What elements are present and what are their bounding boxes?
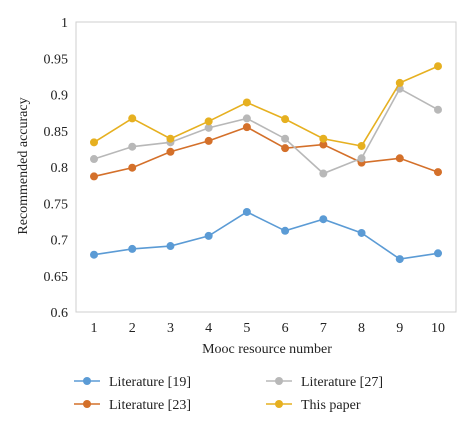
y-tick-label: 0.95 (44, 52, 69, 67)
data-point (281, 226, 290, 235)
y-tick-label: 0.7 (51, 234, 69, 249)
plot-frame (75, 21, 457, 313)
legend-item: Literature [27] (266, 375, 383, 390)
x-tick-label: 3 (167, 321, 174, 336)
data-point (357, 141, 366, 150)
series-lines (90, 62, 442, 264)
data-point (242, 114, 251, 123)
y-tick-label: 0.9 (51, 89, 69, 104)
data-point (395, 154, 404, 163)
legend-swatch-marker (83, 377, 91, 385)
legend-swatch-marker (83, 400, 91, 408)
data-point (357, 154, 366, 163)
x-tick-label: 6 (282, 321, 289, 336)
data-point (434, 105, 442, 114)
y-tick-label: 0.8 (51, 161, 69, 176)
legend-label: Literature [27] (301, 375, 383, 390)
data-point (204, 136, 213, 145)
data-point (319, 215, 328, 224)
data-point (434, 249, 442, 258)
x-tick-label: 10 (431, 321, 445, 336)
data-point (319, 140, 328, 149)
y-tick-label: 1 (61, 16, 68, 31)
y-tick-label: 0.65 (44, 270, 69, 285)
series-line (93, 87, 439, 175)
y-tick-label: 0.75 (44, 197, 69, 212)
x-tick-label: 1 (91, 321, 98, 336)
series-line (93, 65, 439, 147)
legend-label: This paper (301, 398, 361, 413)
y-axis-label: Recommended accuracy (16, 97, 31, 234)
series-group (90, 207, 442, 264)
data-point (90, 155, 98, 164)
x-tick-label: 5 (243, 321, 250, 336)
series-line (93, 126, 439, 178)
series-group (90, 62, 442, 150)
data-point (166, 147, 175, 156)
legend: Literature [19] Literature [23] Literature… (74, 375, 383, 413)
series-group (90, 123, 442, 181)
data-point (319, 134, 328, 143)
data-point (434, 62, 442, 71)
data-point (128, 114, 137, 123)
x-tick-label: 8 (358, 321, 365, 336)
data-point (128, 142, 137, 151)
legend-item: This paper (266, 398, 361, 413)
x-axis-label: Mooc resource number (202, 342, 332, 357)
legend-swatch-marker (275, 400, 283, 408)
legend-item: Literature [19] (74, 375, 191, 390)
data-point (90, 138, 98, 147)
x-axis-ticks: 1 2 3 4 5 6 7 8 9 10 (91, 321, 446, 336)
data-point (166, 134, 175, 143)
legend-label: Literature [19] (109, 375, 191, 390)
x-tick-label: 9 (396, 321, 403, 336)
data-point (319, 169, 328, 178)
series-group (90, 84, 442, 178)
data-point (395, 78, 404, 87)
data-point (204, 231, 213, 240)
y-axis-ticks: 0.6 0.65 0.7 0.75 0.8 0.85 0.9 0.95 1 (44, 16, 69, 321)
y-tick-label: 0.85 (44, 125, 69, 140)
data-point (242, 123, 251, 132)
data-point (204, 123, 213, 132)
x-tick-label: 2 (129, 321, 136, 336)
data-point (204, 117, 213, 126)
data-point (281, 115, 290, 124)
legend-label: Literature [23] (109, 398, 191, 413)
data-point (281, 144, 290, 153)
y-tick-label: 0.6 (51, 306, 69, 321)
data-point (434, 168, 442, 177)
data-point (128, 244, 137, 253)
data-point (242, 207, 251, 216)
data-point (281, 134, 290, 143)
data-point (90, 250, 98, 259)
data-point (166, 242, 175, 251)
data-point (90, 172, 98, 181)
data-point (128, 163, 137, 172)
x-tick-label: 7 (320, 321, 327, 336)
data-point (357, 228, 366, 237)
legend-swatch-marker (275, 377, 283, 385)
data-point (242, 98, 251, 107)
data-point (395, 255, 404, 264)
legend-item: Literature [23] (74, 398, 191, 413)
series-line (93, 211, 439, 260)
x-tick-label: 4 (205, 321, 212, 336)
